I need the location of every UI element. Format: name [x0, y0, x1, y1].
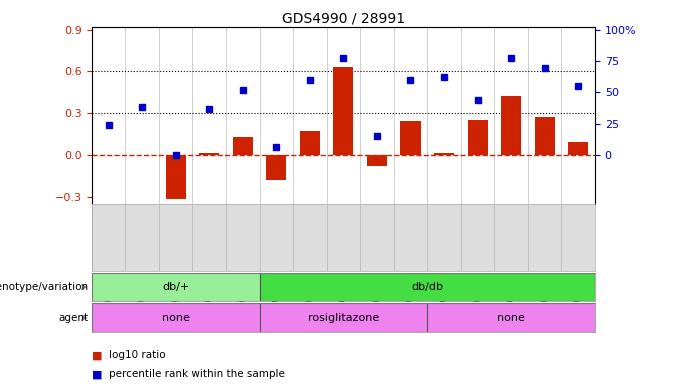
Bar — [333, 67, 354, 155]
Bar — [501, 96, 521, 155]
Text: percentile rank within the sample: percentile rank within the sample — [109, 369, 285, 379]
Text: none: none — [497, 313, 525, 323]
Text: db/+: db/+ — [162, 282, 189, 292]
Text: ■: ■ — [92, 350, 102, 360]
Text: rosiglitazone: rosiglitazone — [308, 313, 379, 323]
Text: ■: ■ — [92, 369, 102, 379]
Text: genotype/variation: genotype/variation — [0, 282, 88, 292]
Bar — [534, 117, 555, 155]
Bar — [300, 131, 320, 155]
Bar — [260, 303, 427, 332]
Bar — [434, 154, 454, 155]
Bar — [199, 154, 219, 155]
Bar — [267, 155, 286, 180]
Bar — [260, 273, 595, 301]
Bar — [92, 303, 260, 332]
Text: agent: agent — [58, 313, 88, 323]
Text: log10 ratio: log10 ratio — [109, 350, 165, 360]
Bar — [233, 137, 253, 155]
Bar — [401, 121, 420, 155]
Bar — [568, 142, 588, 155]
Bar — [427, 303, 595, 332]
Text: none: none — [162, 313, 190, 323]
Text: db/db: db/db — [411, 282, 443, 292]
Bar — [92, 273, 260, 301]
Bar — [166, 155, 186, 199]
Title: GDS4990 / 28991: GDS4990 / 28991 — [282, 12, 405, 26]
Bar — [367, 155, 387, 166]
Bar — [468, 120, 488, 155]
